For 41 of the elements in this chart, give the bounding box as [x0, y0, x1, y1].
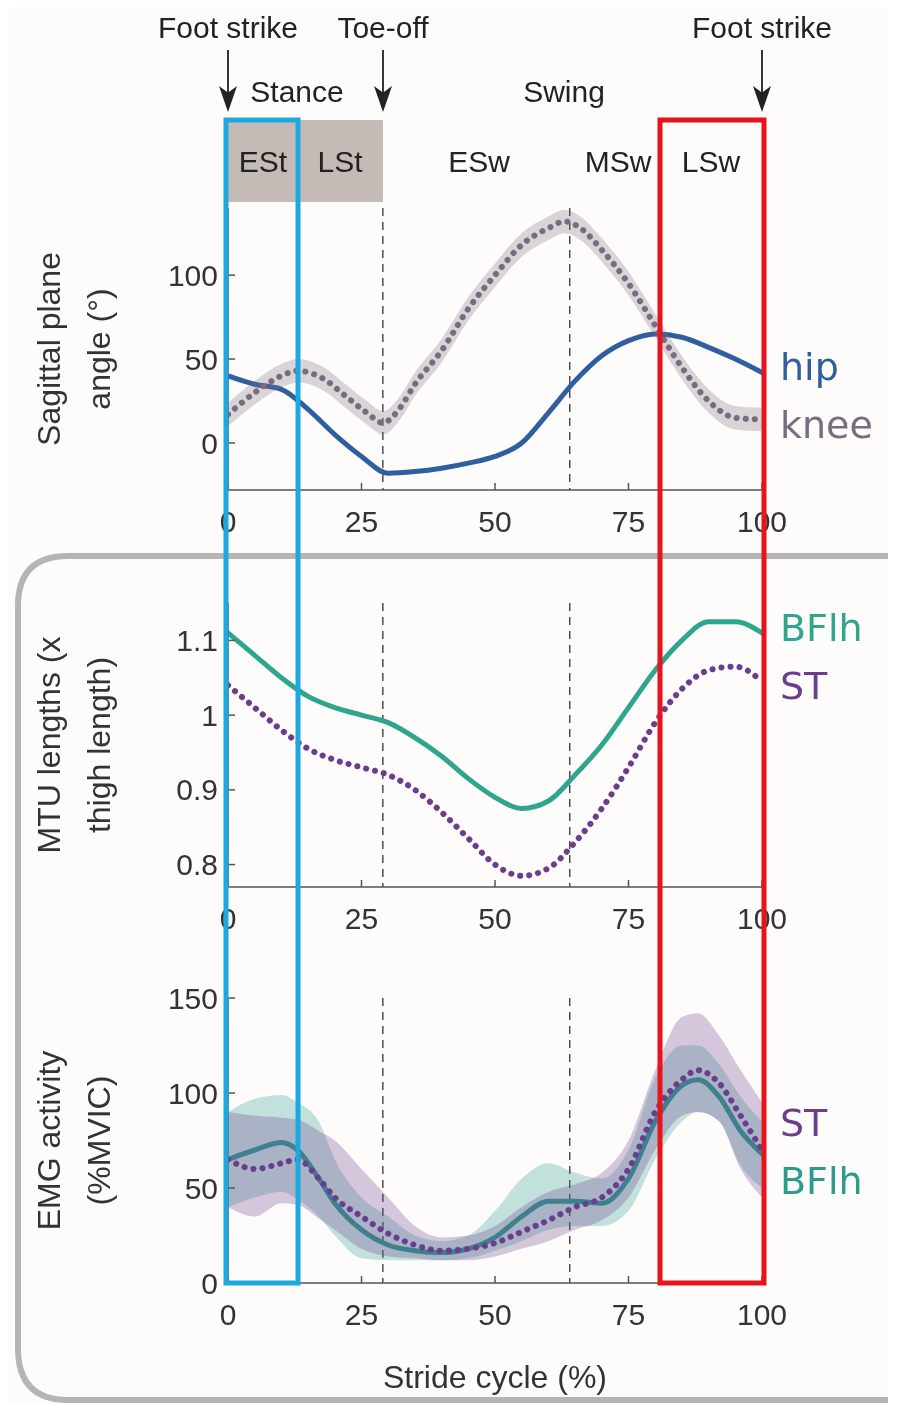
y-tick-label: 100: [167, 1076, 218, 1110]
x-tick-label: 25: [344, 902, 379, 935]
text: Swing: [523, 75, 605, 108]
x-tick-label: 25: [344, 505, 379, 538]
text: Foot strike: [157, 11, 299, 44]
x-tick-label: 50: [478, 902, 512, 935]
y-tick-label: 0: [201, 1266, 218, 1300]
x-axis-title: Stride cycle (%): [382, 1359, 608, 1395]
y-tick-label: 1.1: [176, 623, 218, 657]
text: ESt: [238, 145, 288, 178]
series-label: BFlh: [780, 1159, 863, 1204]
series-label: BFlh: [780, 606, 863, 651]
text: Stance: [250, 75, 344, 108]
text: LSt: [317, 145, 364, 178]
x-tick-label: 50: [478, 1298, 512, 1331]
x-tick-label: 100: [736, 1298, 788, 1331]
y-axis-title: MTU lengths (x thigh length): [31, 636, 117, 854]
text: Foot strike: [691, 11, 833, 44]
y-tick-label: 100: [167, 258, 218, 292]
series-label: knee: [780, 403, 873, 448]
y-axis-title: EMG activity (%MVIC): [31, 1050, 117, 1231]
x-tick-label: 75: [611, 902, 646, 935]
text: MSw: [584, 145, 652, 178]
x-tick-label: 50: [478, 505, 512, 538]
y-tick-label: 150: [167, 981, 218, 1015]
y-tick-label: 0: [201, 426, 218, 460]
y-tick-label: 50: [184, 1171, 218, 1205]
x-tick-label: 75: [611, 1298, 646, 1331]
y-tick-label: 0.9: [176, 773, 218, 807]
x-tick-label: 25: [344, 1298, 379, 1331]
y-tick-label: 1: [201, 698, 218, 732]
y-tick-label: 0.8: [176, 848, 218, 882]
text: ESw: [448, 145, 511, 178]
y-axis-title: Sagittal plane angle (°): [31, 252, 117, 446]
x-tick-label: 75: [611, 505, 646, 538]
text: LSw: [681, 145, 741, 178]
series-label: ST: [780, 1101, 829, 1146]
series-label: hip: [780, 345, 839, 390]
y-tick-label: 50: [184, 342, 218, 376]
series-label: ST: [780, 664, 829, 709]
text: Toe-off: [337, 11, 430, 44]
